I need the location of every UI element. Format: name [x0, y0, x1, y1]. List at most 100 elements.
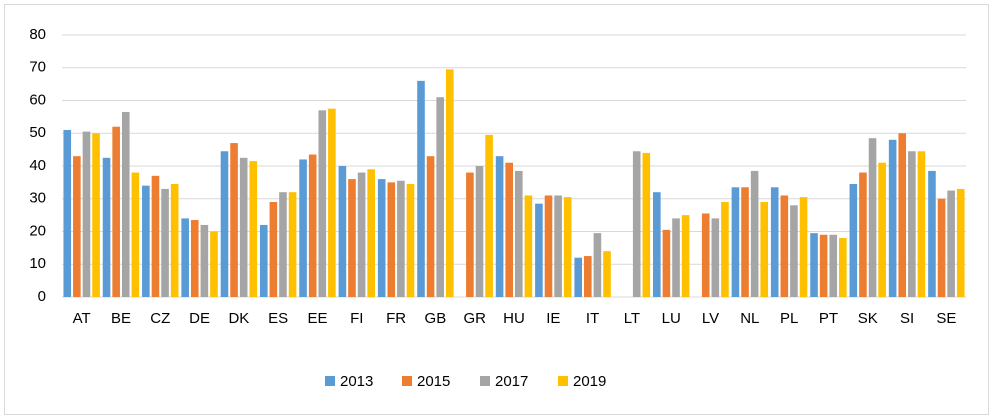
x-tick-label: PT	[819, 310, 838, 327]
legend-label: 2015	[417, 373, 450, 390]
bar	[917, 151, 926, 297]
bar	[466, 172, 474, 297]
bar	[259, 224, 268, 297]
bar	[515, 170, 523, 297]
bar	[495, 156, 504, 297]
x-tick-label: AT	[73, 310, 91, 327]
bar	[898, 133, 907, 297]
bar	[92, 133, 100, 297]
bar	[142, 185, 150, 297]
bar	[170, 184, 179, 297]
bar	[868, 138, 877, 297]
legend-swatch	[480, 376, 490, 386]
bar	[524, 195, 533, 297]
bar	[328, 108, 336, 297]
bar	[632, 151, 641, 297]
x-tick-label: FR	[386, 310, 406, 327]
bar	[829, 234, 838, 297]
bar	[338, 166, 347, 297]
bar	[299, 159, 307, 297]
x-tick-label: EE	[307, 310, 327, 327]
bar	[190, 220, 199, 297]
y-tick-label: 0	[38, 288, 46, 305]
bar	[947, 190, 955, 297]
legend-swatch	[558, 376, 568, 386]
bar	[387, 182, 396, 297]
x-tick-label: HU	[503, 310, 525, 327]
bar	[485, 134, 493, 297]
y-tick-label: 30	[29, 190, 46, 207]
bar	[653, 192, 661, 297]
y-tick-label: 50	[29, 124, 46, 141]
y-tick-label: 80	[29, 26, 46, 43]
bar	[721, 202, 729, 297]
y-tick-label: 60	[29, 91, 46, 108]
bar	[849, 184, 858, 297]
bar	[799, 197, 808, 297]
bar	[348, 179, 356, 297]
x-tick-label: SE	[936, 310, 956, 327]
bar	[731, 187, 740, 297]
bar	[102, 157, 111, 297]
bar	[505, 162, 513, 297]
bar	[288, 192, 297, 297]
bar	[308, 154, 317, 297]
x-tick-label: FI	[350, 310, 363, 327]
x-tick-label: SK	[858, 310, 878, 327]
legend-label: 2013	[340, 373, 373, 390]
legend-swatch	[325, 376, 335, 386]
bar	[230, 143, 238, 297]
bar	[249, 161, 258, 297]
legend-swatch	[402, 376, 412, 386]
bar	[445, 69, 454, 297]
bar	[662, 229, 671, 297]
bar	[397, 180, 405, 297]
bar	[937, 198, 946, 297]
bar	[741, 187, 749, 297]
bar	[544, 195, 553, 297]
bar	[269, 202, 278, 297]
x-tick-label: DE	[189, 310, 210, 327]
bar	[554, 195, 562, 297]
bar	[584, 256, 592, 297]
bar	[151, 175, 160, 297]
x-tick-label: IT	[586, 310, 599, 327]
x-tick-label: CZ	[150, 310, 170, 327]
bar	[878, 162, 886, 297]
bar	[908, 151, 916, 297]
bar	[63, 129, 72, 297]
bar	[426, 156, 435, 297]
x-tick-label: GR	[463, 310, 486, 327]
bar	[417, 80, 425, 297]
bar	[357, 172, 366, 297]
x-tick-label: NL	[740, 310, 759, 327]
bar	[574, 257, 583, 297]
bar	[770, 187, 779, 297]
bar	[377, 179, 386, 297]
x-tick-label: DK	[228, 310, 249, 327]
bar	[859, 172, 867, 297]
legend-label: 2017	[495, 373, 528, 390]
bar	[956, 188, 965, 297]
bar	[181, 218, 189, 297]
bar	[750, 170, 759, 297]
bar	[711, 218, 720, 297]
bar	[112, 126, 120, 297]
x-tick-label: LT	[624, 310, 640, 327]
bar	[603, 251, 611, 297]
bar	[810, 233, 818, 297]
bar	[888, 139, 897, 297]
bar	[131, 172, 140, 297]
bar	[928, 170, 936, 297]
x-tick-label: LU	[662, 310, 681, 327]
y-tick-label: 20	[29, 222, 46, 239]
bar	[535, 203, 543, 297]
bar	[406, 184, 415, 297]
x-tick-label: IE	[546, 310, 560, 327]
bar	[780, 195, 789, 297]
bar	[681, 215, 690, 297]
bar	[436, 97, 444, 297]
bar	[475, 166, 484, 297]
x-tick-label: GB	[425, 310, 447, 327]
